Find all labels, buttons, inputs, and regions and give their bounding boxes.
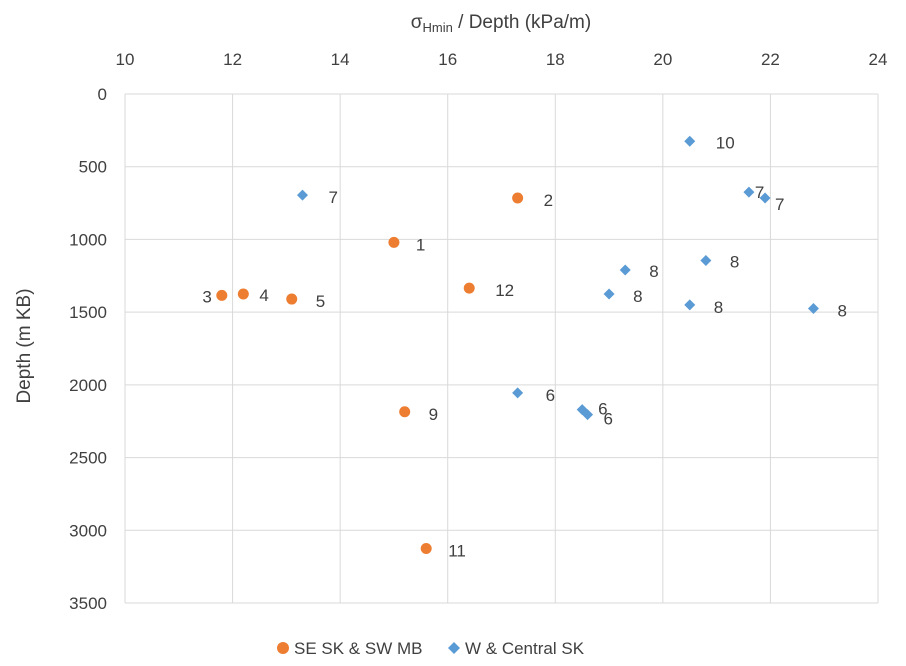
data-label: 8	[837, 302, 846, 321]
x-axis-title-symbol: σ	[411, 12, 423, 33]
y-axis-ticks: 0 500 1000 1500 2000 2500 3000 3500	[69, 85, 107, 613]
y-tick-label: 3000	[69, 521, 107, 540]
grid-lines	[124, 93, 879, 604]
data-point-circle	[399, 406, 411, 418]
data-label: 11	[448, 541, 466, 560]
data-label: 3	[202, 287, 211, 306]
y-tick-label: 1000	[69, 230, 107, 249]
x-tick-label: 10	[116, 50, 135, 69]
data-point-circle	[463, 282, 475, 294]
legend-marker-circle	[277, 642, 289, 654]
data-label: 9	[429, 405, 438, 424]
data-point-diamond	[684, 299, 696, 311]
data-point-circle	[388, 236, 400, 248]
y-tick-label: 3500	[69, 594, 107, 613]
data-point-diamond	[619, 264, 631, 276]
x-axis-title-rest: / Depth (kPa/m)	[453, 12, 591, 33]
data-point-diamond	[759, 192, 771, 204]
x-axis-title: σHmin / Depth (kPa/m)	[411, 12, 591, 35]
y-axis-title: Depth (m KB)	[14, 288, 35, 403]
legend-label: SE SK & SW MB	[294, 639, 422, 658]
data-label: 1	[416, 235, 425, 254]
data-label: 6	[604, 410, 613, 429]
data-point-circle	[420, 542, 432, 554]
data-point-diamond	[807, 303, 819, 315]
data-point-circle	[512, 192, 524, 204]
data-point-diamond	[603, 288, 615, 300]
data-label: 8	[714, 298, 723, 317]
x-tick-label: 14	[331, 50, 350, 69]
data-point-diamond	[582, 409, 594, 421]
data-label: 6	[598, 400, 607, 419]
data-label: 5	[316, 292, 325, 311]
x-tick-label: 16	[438, 50, 457, 69]
data-label: 7	[328, 188, 337, 207]
y-tick-label: 2500	[69, 449, 107, 468]
legend-label: W & Central SK	[465, 639, 585, 658]
data-point-circle	[286, 293, 298, 305]
x-tick-label: 18	[546, 50, 565, 69]
data-point-diamond	[296, 189, 308, 201]
x-tick-label: 22	[761, 50, 780, 69]
data-point-diamond	[684, 135, 696, 147]
data-point-diamond	[700, 255, 712, 267]
data-label: 12	[495, 281, 514, 300]
y-tick-label: 2000	[69, 376, 107, 395]
data-label: 8	[649, 262, 658, 281]
x-tick-label: 12	[223, 50, 242, 69]
data-point-diamond	[512, 387, 524, 399]
y-tick-label: 500	[79, 158, 107, 177]
x-axis-ticks: 10 12 14 16 18 20 22 24	[116, 50, 888, 69]
y-tick-label: 0	[98, 85, 107, 104]
data-label: 8	[633, 287, 642, 306]
x-axis-title-subscript: Hmin	[423, 20, 453, 35]
data-point-diamond	[743, 186, 755, 198]
data-label: 2	[544, 191, 553, 210]
data-label: 8	[730, 253, 739, 272]
data-point-circle	[216, 289, 228, 301]
data-point-circle	[237, 288, 249, 300]
data-label: 4	[259, 286, 268, 305]
legend-marker-diamond	[448, 642, 460, 654]
legend: SE SK & SW MB W & Central SK	[277, 639, 585, 658]
data-label: 7	[775, 195, 784, 214]
x-tick-label: 20	[653, 50, 672, 69]
x-tick-label: 24	[869, 50, 888, 69]
data-label: 6	[546, 386, 555, 405]
y-tick-label: 1500	[69, 303, 107, 322]
data-label: 7	[755, 183, 764, 202]
data-label: 10	[716, 133, 735, 152]
